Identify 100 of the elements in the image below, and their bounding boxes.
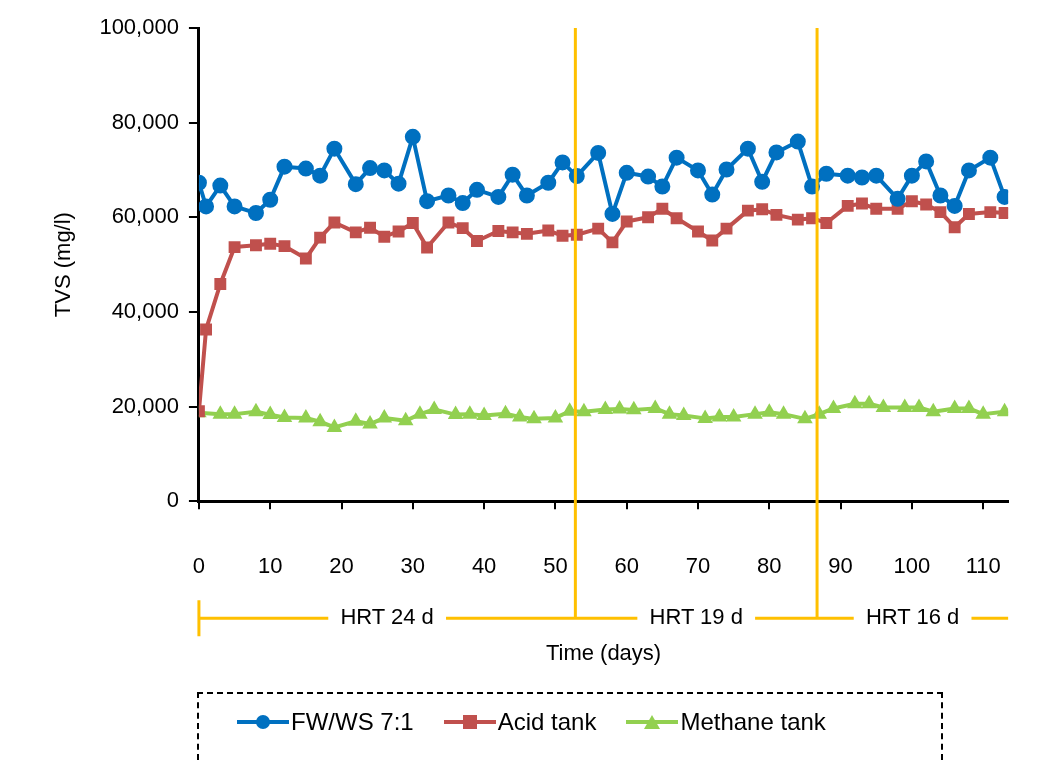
legend-label: FW/WS 7:1	[291, 708, 414, 736]
point	[791, 213, 804, 226]
point	[248, 403, 264, 417]
point	[648, 400, 663, 413]
point	[477, 407, 492, 421]
point	[506, 226, 519, 239]
point	[250, 239, 262, 252]
point	[421, 241, 434, 254]
point	[662, 406, 677, 419]
point	[598, 401, 613, 414]
point	[620, 215, 633, 228]
point	[498, 405, 513, 419]
legend-label: Acid tank	[497, 708, 597, 736]
point	[726, 408, 741, 422]
point	[889, 190, 906, 207]
legend-label: Methane tank	[680, 708, 826, 736]
point	[378, 230, 391, 243]
point	[920, 198, 933, 211]
point	[264, 237, 277, 250]
y-tick-label: 100,000	[99, 14, 179, 40]
point	[247, 205, 264, 222]
point	[448, 406, 463, 420]
point	[540, 174, 557, 191]
point	[212, 177, 229, 194]
point	[704, 186, 721, 203]
point	[656, 202, 669, 215]
point	[947, 400, 962, 413]
point	[926, 403, 941, 417]
point	[690, 162, 706, 179]
point	[512, 408, 527, 422]
point	[376, 162, 393, 179]
point	[982, 149, 999, 166]
point	[349, 226, 362, 239]
y-axis-title: TVS (mg/l)	[50, 212, 76, 318]
point	[961, 400, 976, 413]
point	[797, 410, 813, 424]
point	[226, 198, 243, 215]
point	[668, 149, 685, 166]
point	[762, 404, 777, 417]
point	[263, 406, 278, 420]
point	[548, 409, 563, 423]
point	[768, 144, 785, 161]
point	[556, 229, 569, 242]
point	[698, 410, 713, 423]
point	[604, 205, 621, 222]
point	[576, 403, 591, 417]
x-tick-label: 50	[543, 553, 568, 579]
x-axis-title: Time (days)	[545, 639, 662, 665]
point	[876, 399, 891, 413]
point	[934, 206, 947, 219]
point	[897, 399, 912, 413]
point	[297, 160, 314, 177]
point	[856, 197, 868, 210]
point	[554, 154, 571, 171]
point	[364, 221, 376, 234]
point	[406, 217, 419, 229]
point	[468, 181, 485, 198]
point	[520, 227, 533, 240]
point	[471, 234, 483, 247]
x-tick-label: 100	[893, 553, 931, 579]
point	[427, 401, 442, 414]
x-tick-label: 90	[828, 553, 853, 579]
y-tick-label: 0	[166, 487, 179, 513]
text: HRT 19 d	[649, 604, 743, 630]
x-tick-label: 10	[257, 553, 283, 579]
point	[826, 400, 841, 413]
point	[712, 408, 727, 422]
x-tick-label: 40	[471, 553, 497, 579]
point	[984, 206, 997, 219]
point	[818, 165, 835, 182]
point	[377, 409, 392, 423]
point	[299, 252, 312, 265]
x-tick-label: 60	[614, 553, 639, 579]
point	[440, 187, 457, 204]
x-tick-label: 70	[685, 553, 711, 579]
point	[911, 399, 927, 413]
y-tick-label: 60,000	[111, 203, 179, 229]
point	[841, 199, 854, 212]
point	[903, 167, 920, 184]
point	[948, 221, 961, 234]
point	[362, 416, 378, 429]
point	[789, 133, 806, 150]
point	[592, 222, 605, 235]
point	[526, 410, 542, 424]
point	[262, 191, 279, 208]
point	[606, 236, 619, 249]
point	[348, 413, 363, 426]
point	[214, 278, 227, 290]
x-tick-label: 0	[192, 553, 206, 579]
point	[847, 395, 862, 409]
point	[200, 323, 212, 336]
point	[905, 195, 918, 208]
point	[298, 409, 313, 423]
point	[228, 241, 241, 254]
x-tick-label: 30	[400, 553, 426, 579]
point	[362, 160, 379, 177]
point	[518, 187, 535, 204]
point	[754, 173, 771, 190]
point	[739, 140, 756, 157]
point	[398, 412, 413, 426]
